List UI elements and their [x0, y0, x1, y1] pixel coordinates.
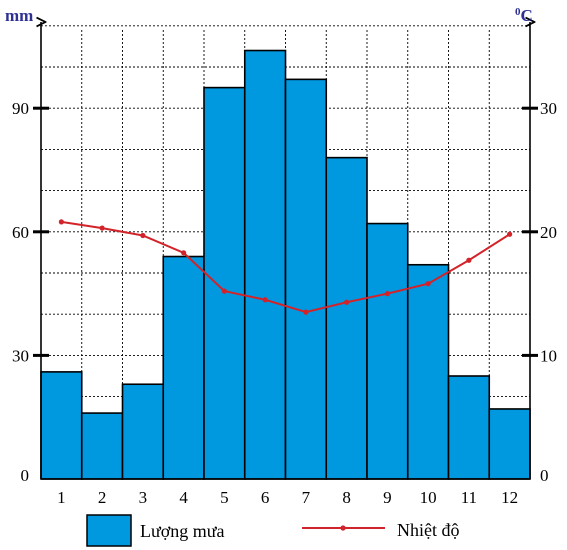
x-tick-label-8: 8: [342, 488, 351, 507]
x-tick-label-12: 12: [501, 488, 518, 507]
rainfall-bar-9: [366, 222, 409, 480]
rainfall-bar-8: [325, 156, 368, 480]
rainfall-bar-3: [121, 383, 165, 480]
legend-temperature-label: Nhiệt độ: [397, 520, 460, 540]
legend-rainfall-swatch: [86, 514, 132, 547]
temperature-point-2: [99, 225, 105, 231]
left-tick-label: 90: [12, 99, 29, 118]
left-tick-label: 30: [12, 346, 29, 365]
x-tick-label-2: 2: [98, 488, 107, 507]
right-axis-unit: 0C: [515, 6, 533, 25]
rainfall-bar-1: [40, 371, 83, 480]
temperature-point-5: [221, 288, 227, 294]
temperature-point-7: [303, 309, 309, 315]
left-tick-label: 0: [21, 466, 30, 485]
x-tick-label-1: 1: [57, 488, 66, 507]
temperature-point-1: [58, 219, 64, 225]
rainfall-bar-6: [243, 49, 287, 480]
temperature-point-11: [466, 257, 472, 263]
temperature-point-6: [262, 297, 268, 303]
rainfall-bar-12: [488, 408, 531, 480]
right-tick-label: 20: [540, 223, 557, 242]
rainfall-bar-7: [284, 78, 328, 480]
rainfall-bar-11: [447, 375, 491, 480]
right-tick-label: 10: [540, 346, 557, 365]
rainfall-bar-2: [80, 412, 124, 480]
temperature-point-3: [140, 232, 146, 239]
temperature-point-8: [344, 299, 350, 305]
temperature-point-12: [507, 231, 513, 237]
x-tick-label-4: 4: [179, 488, 188, 507]
rainfall-bar-5: [203, 86, 246, 480]
x-tick-label-3: 3: [139, 488, 148, 507]
left-tick-label: 60: [12, 223, 29, 242]
left-axis-unit: mm: [5, 6, 33, 25]
x-tick-label-11: 11: [461, 488, 477, 507]
temperature-line-group: [58, 219, 513, 315]
rainfall-bar-4: [162, 255, 205, 480]
legend-temperature-marker: [340, 525, 346, 531]
right-tick-label: 0: [540, 466, 549, 485]
x-tick-label-10: 10: [420, 488, 437, 507]
x-tick-label-7: 7: [302, 488, 311, 507]
legend: Lượng mưa Nhiệt độ: [86, 514, 460, 547]
right-tick-label: 30: [540, 99, 557, 118]
temperature-point-4: [181, 250, 187, 256]
temperature-line: [61, 220, 511, 314]
x-tick-label-5: 5: [220, 488, 229, 507]
rainfall-bars: [40, 49, 531, 480]
rainfall-bar-10: [406, 263, 450, 480]
temperature-point-9: [384, 291, 390, 297]
x-tick-label-6: 6: [261, 488, 270, 507]
legend-rainfall-label: Lượng mưa: [140, 521, 225, 541]
x-tick-label-9: 9: [383, 488, 392, 507]
temperature-point-10: [425, 281, 431, 287]
